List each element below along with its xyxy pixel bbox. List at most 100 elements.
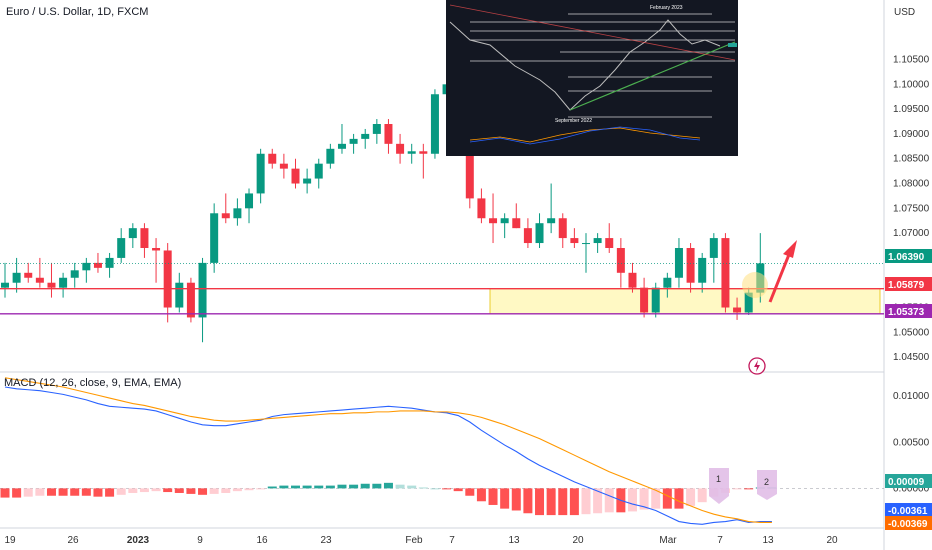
candle [93, 252, 102, 273]
macd-hist-bar [337, 484, 347, 489]
price-tick-12: 1.04500 [893, 352, 930, 363]
macd-line-tag: -0.00361 [885, 503, 932, 517]
macd-hist-bar [0, 488, 10, 498]
macd-hist-bar [267, 486, 277, 489]
candle [268, 148, 277, 169]
candle-body [70, 270, 79, 278]
candle [361, 128, 370, 149]
candle-body [582, 243, 590, 245]
support-tag: 1.05373 [885, 304, 932, 318]
macd-hist-bar [116, 488, 126, 495]
macd-hist-label: 0.00009 [888, 477, 925, 488]
macd-hist-tag: 0.00009 [885, 474, 932, 488]
macd-hist-bar [662, 488, 672, 509]
candle [663, 272, 672, 298]
time-tick-11: 7 [717, 535, 723, 546]
candle [140, 223, 149, 258]
candle-body [314, 163, 323, 179]
bullish-arrow [768, 240, 797, 303]
candle [198, 257, 207, 343]
time-tick-12: 13 [762, 535, 774, 546]
macd-hist-bar [70, 488, 80, 496]
macd-hist-bar [430, 488, 440, 490]
candle-body [500, 218, 509, 224]
candle [233, 198, 242, 226]
price-tick-1: 1.10000 [893, 79, 930, 90]
candle [523, 218, 532, 248]
candle-body [558, 218, 567, 239]
candle-body [733, 307, 742, 313]
candle [733, 297, 742, 320]
candle [82, 257, 91, 283]
time-tick-1: 26 [67, 535, 79, 546]
price-levels [0, 262, 884, 315]
candle-body [686, 248, 695, 283]
candle-body [709, 238, 718, 258]
time-tick-5: 23 [320, 535, 332, 546]
time-tick-0: 19 [4, 535, 16, 546]
macd-hist-bar [593, 488, 603, 514]
macd-hist-bar [558, 488, 568, 516]
candle-body [407, 151, 416, 154]
candle-body [268, 153, 277, 164]
candle [47, 262, 56, 298]
inset-top-label: February 2023 [650, 5, 683, 11]
signal-line-label: -0.00369 [888, 519, 928, 530]
price-tick-6: 1.07500 [893, 203, 930, 214]
macd-hist-bar [372, 483, 382, 489]
candle [326, 143, 335, 169]
candle [558, 213, 567, 248]
candle [396, 133, 405, 164]
highlight-circle [742, 272, 768, 298]
candle-body [547, 218, 556, 224]
macd-hist-bar [465, 488, 475, 496]
inset-bottom-label: September 2022 [555, 118, 592, 124]
lightning-icon[interactable] [748, 357, 766, 375]
signal-line-tag: -0.00369 [885, 516, 932, 530]
macd-hist-bar [407, 485, 417, 489]
candle [535, 213, 544, 248]
macd-hist-bar [232, 488, 242, 492]
candle-body [82, 262, 91, 271]
candle [70, 262, 79, 288]
macd-hist-bar [279, 485, 289, 489]
signal-line [4, 377, 772, 524]
candle [59, 272, 68, 298]
macd-hist-bar [418, 487, 428, 489]
macd-hist-bar [46, 488, 56, 496]
macd-hist-bar [174, 488, 184, 493]
candle-body [651, 287, 660, 313]
candle [210, 203, 219, 273]
macd-line [4, 386, 772, 525]
time-tick-10: Mar [659, 535, 677, 546]
macd-hist-bar [139, 488, 149, 493]
candle [512, 203, 521, 229]
candle-body [93, 262, 102, 268]
time-tick-9: 20 [572, 535, 584, 546]
candle [24, 262, 33, 283]
macd-hist-bar [395, 484, 405, 489]
time-tick-13: 20 [826, 535, 838, 546]
candle-body [349, 138, 358, 144]
candle [407, 143, 416, 164]
candle [605, 223, 614, 253]
price-tick-4: 1.08500 [893, 154, 930, 165]
macd-hist-bar [732, 488, 742, 490]
macd-hist-bar [535, 488, 545, 516]
macd-hist-bar [511, 488, 521, 511]
candle-body [640, 287, 649, 313]
candle-body [616, 248, 625, 273]
macd-hist-bar [651, 488, 661, 509]
candle [686, 243, 695, 293]
grid [0, 0, 885, 550]
candle-body [419, 151, 428, 154]
time-tick-6: Feb [405, 535, 423, 546]
candle-body [210, 213, 219, 263]
macd-hist-bar [12, 488, 22, 498]
candle-body [570, 238, 579, 244]
candle [384, 119, 393, 154]
macd-hist-bar [325, 485, 335, 489]
currency-label: USD [894, 7, 915, 18]
